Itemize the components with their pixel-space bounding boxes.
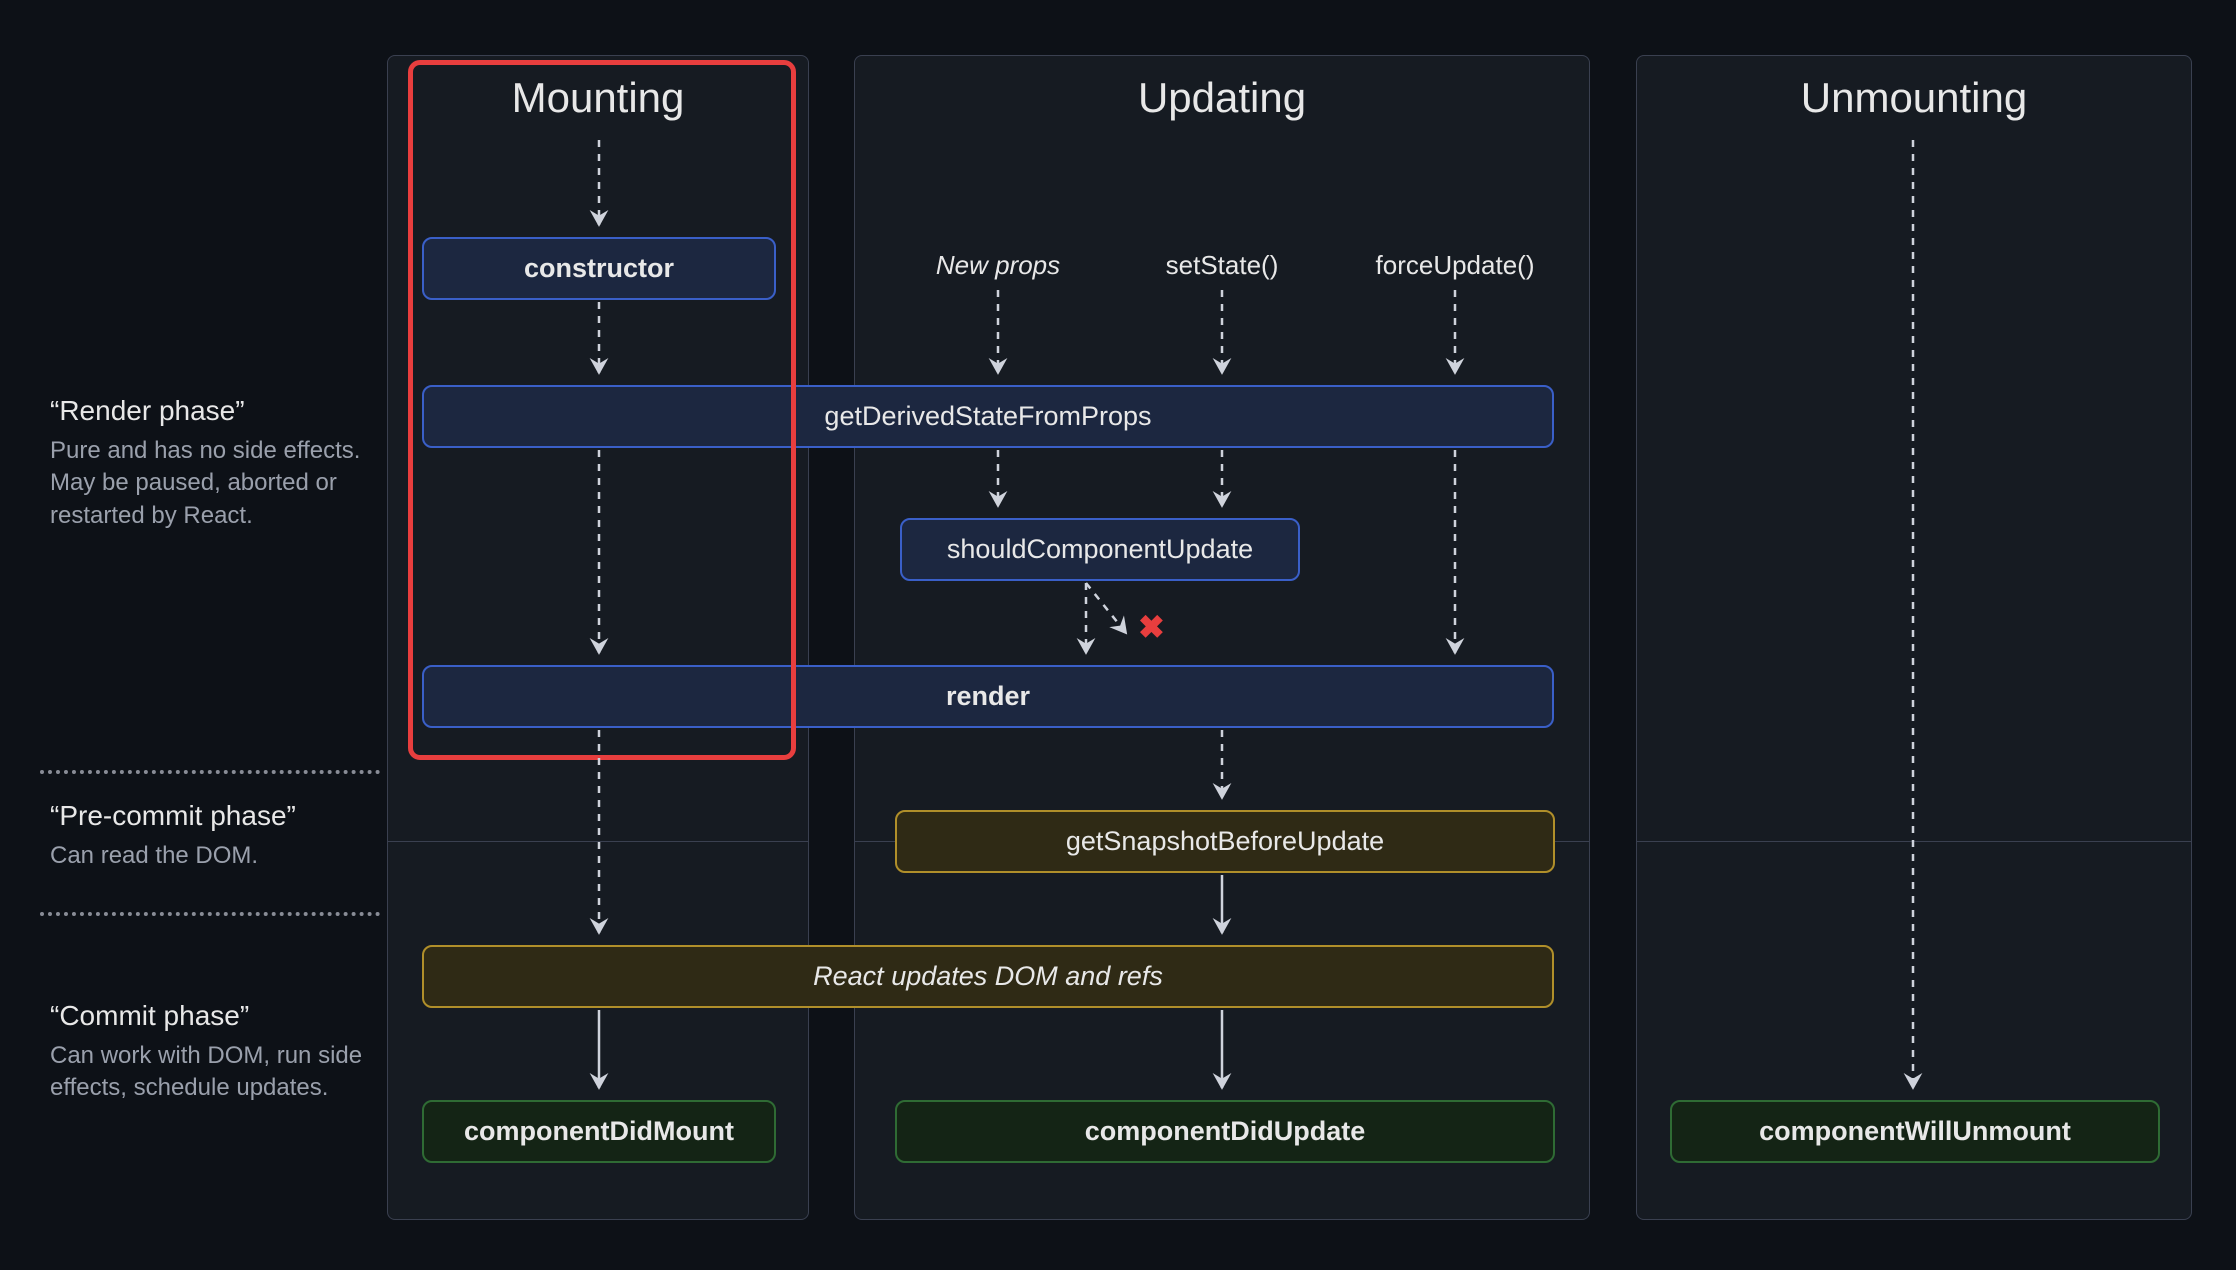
node-getDerivedStateFromProps[interactable]: getDerivedStateFromProps xyxy=(422,385,1554,448)
phase-label-commit: “Commit phase” Can work with DOM, run si… xyxy=(50,1000,380,1105)
trigger-set-state: setState() xyxy=(1166,250,1279,281)
phase-desc: Can work with DOM, run side effects, sch… xyxy=(50,1040,380,1105)
phase-desc: Pure and has no side effects. May be pau… xyxy=(50,435,380,532)
cross-icon: ✖ xyxy=(1138,608,1165,646)
phase-separator xyxy=(388,841,808,842)
phase-label-precommit: “Pre-commit phase” Can read the DOM. xyxy=(50,800,380,872)
node-getSnapshotBeforeUpdate[interactable]: getSnapshotBeforeUpdate xyxy=(895,810,1555,873)
dotted-separator xyxy=(40,912,380,916)
trigger-force-update: forceUpdate() xyxy=(1376,250,1535,281)
column-mounting: Mounting xyxy=(387,55,809,1220)
phase-desc: Can read the DOM. xyxy=(50,840,380,872)
node-react-updates-dom: React updates DOM and refs xyxy=(422,945,1554,1008)
trigger-new-props: New props xyxy=(936,250,1060,281)
phase-title: “Render phase” xyxy=(50,395,380,427)
column-unmounting: Unmounting xyxy=(1636,55,2192,1220)
col-title-updating: Updating xyxy=(855,56,1589,122)
node-componentDidMount[interactable]: componentDidMount xyxy=(422,1100,776,1163)
phase-title: “Commit phase” xyxy=(50,1000,380,1032)
column-updating: Updating xyxy=(854,55,1590,1220)
col-title-mounting: Mounting xyxy=(388,56,808,122)
phase-title: “Pre-commit phase” xyxy=(50,800,380,832)
phase-label-render: “Render phase” Pure and has no side effe… xyxy=(50,395,380,532)
node-render[interactable]: render xyxy=(422,665,1554,728)
node-componentWillUnmount[interactable]: componentWillUnmount xyxy=(1670,1100,2160,1163)
node-constructor[interactable]: constructor xyxy=(422,237,776,300)
node-shouldComponentUpdate[interactable]: shouldComponentUpdate xyxy=(900,518,1300,581)
phase-separator xyxy=(1637,841,2191,842)
node-componentDidUpdate[interactable]: componentDidUpdate xyxy=(895,1100,1555,1163)
dotted-separator xyxy=(40,770,380,774)
col-title-unmounting: Unmounting xyxy=(1637,56,2191,122)
